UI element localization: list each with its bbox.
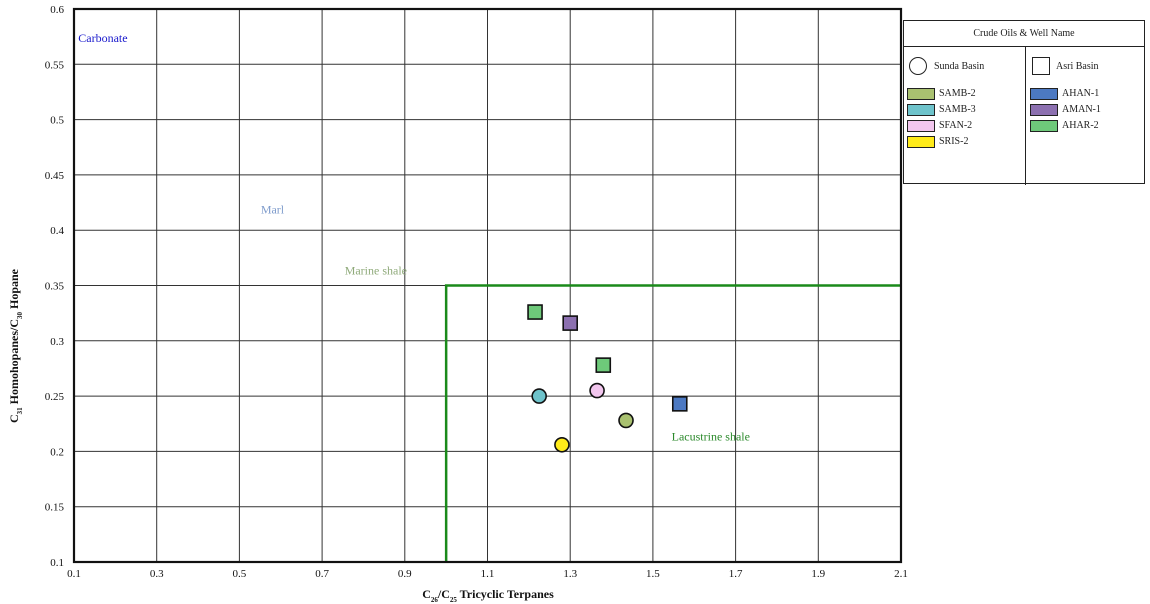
data-point-circle [554, 436, 570, 453]
y-tick-label: 0.15 [45, 502, 65, 514]
legend-entry: SFAN-2 [907, 119, 972, 132]
legend-entry: SAMB-3 [907, 103, 976, 116]
legend-entry: AHAR-2 [1030, 119, 1099, 132]
legend-entry-label: SAMB-2 [939, 88, 976, 99]
x-tick-label: 0.3 [150, 568, 164, 580]
region-label: Lacustrine shale [672, 429, 750, 443]
legend-entry-label: SFAN-2 [939, 120, 973, 131]
data-point-circle [531, 388, 547, 404]
legend-sunda-basin: Sunda Basin [909, 57, 984, 75]
legend-entry-label: SRIS-2 [939, 136, 969, 147]
legend-swatch [1030, 103, 1058, 116]
legend-entry-label: AHAR-2 [1062, 120, 1099, 131]
legend-basin-label: Sunda Basin [934, 60, 985, 72]
y-tick-label: 0.1 [50, 557, 64, 569]
y-tick-label: 0.45 [45, 170, 65, 182]
legend-entry: SRIS-2 [907, 135, 968, 148]
lacustrine-boundary-line [444, 284, 901, 562]
region-label: Marine shale [345, 263, 407, 277]
legend-swatch [907, 119, 935, 132]
legend-swatch [1030, 119, 1058, 132]
legend: Crude Oils & Well Name Sunda Basin Asri … [903, 20, 1145, 185]
data-point-circle [618, 412, 634, 429]
data-points [527, 304, 688, 453]
x-axis-label: C26/C25 Tricyclic Terpanes [422, 587, 554, 604]
plot-frame [72, 7, 903, 564]
data-point-square [671, 396, 688, 412]
x-tick-label: 1.9 [811, 568, 825, 580]
legend-title: Crude Oils & Well Name [904, 21, 1144, 47]
legend-swatch [907, 103, 935, 116]
data-point-circle [589, 382, 605, 399]
x-tick-label: 0.1 [67, 568, 81, 580]
x-tick-label: 0.9 [398, 568, 412, 580]
x-tick-label: 0.5 [233, 568, 247, 580]
x-tick-label: 1.7 [729, 568, 743, 580]
data-point-square [527, 304, 543, 320]
square-marker-icon [1032, 57, 1050, 75]
region-label: Marl [261, 203, 285, 217]
y-tick-label: 0.35 [45, 281, 65, 293]
legend-entry-label: SAMB-3 [939, 104, 976, 115]
legend-divider [1025, 47, 1026, 185]
region-label: Carbonate [78, 31, 127, 45]
legend-entry: AMAN-1 [1030, 103, 1101, 116]
data-point-square [595, 357, 612, 373]
y-axis-label: C31 Homohopanes/C30 Hopane [7, 268, 24, 423]
legend-entry: AHAN-1 [1030, 87, 1099, 100]
data-point-square [562, 315, 579, 331]
circle-marker-icon [909, 57, 927, 75]
y-tick-label: 0.25 [45, 391, 65, 403]
y-tick-label: 0.3 [50, 336, 64, 348]
y-tick-label: 0.5 [50, 115, 64, 127]
x-tick-label: 0.7 [315, 568, 329, 580]
region-labels: Carbonate Marl Marine shale Lacustrine shal… [78, 31, 750, 443]
region-boundary [444, 284, 901, 562]
legend-entry-label: AHAN-1 [1062, 88, 1100, 99]
x-tick-labels: 0.1 0.3 0.5 0.7 0.9 1.1 1.3 1.5 1.7 1.9 2.1 [67, 568, 908, 580]
legend-entry: SAMB-2 [907, 87, 976, 100]
y-tick-label: 0.4 [50, 225, 64, 237]
legend-swatch [907, 87, 935, 100]
x-tick-label: 2.1 [894, 568, 908, 580]
x-tick-label: 1.5 [646, 568, 660, 580]
y-tick-label: 0.2 [50, 446, 64, 458]
legend-asri-basin: Asri Basin [1032, 57, 1099, 75]
x-tick-label: 1.3 [563, 568, 577, 580]
y-tick-labels: 0.1 0.15 0.2 0.25 0.3 0.35 0.4 0.45 0.5 0.55 0.6 [45, 4, 65, 569]
legend-basin-label: Asri Basin [1056, 60, 1099, 72]
x-tick-label: 1.1 [481, 568, 495, 580]
legend-swatch [907, 135, 935, 148]
legend-entry-label: AMAN-1 [1062, 104, 1101, 115]
y-tick-label: 0.6 [50, 4, 64, 16]
y-tick-label: 0.55 [45, 59, 65, 71]
legend-swatch [1030, 87, 1058, 100]
